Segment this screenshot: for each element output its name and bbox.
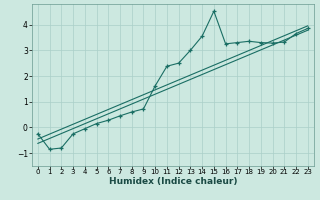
X-axis label: Humidex (Indice chaleur): Humidex (Indice chaleur) xyxy=(108,177,237,186)
